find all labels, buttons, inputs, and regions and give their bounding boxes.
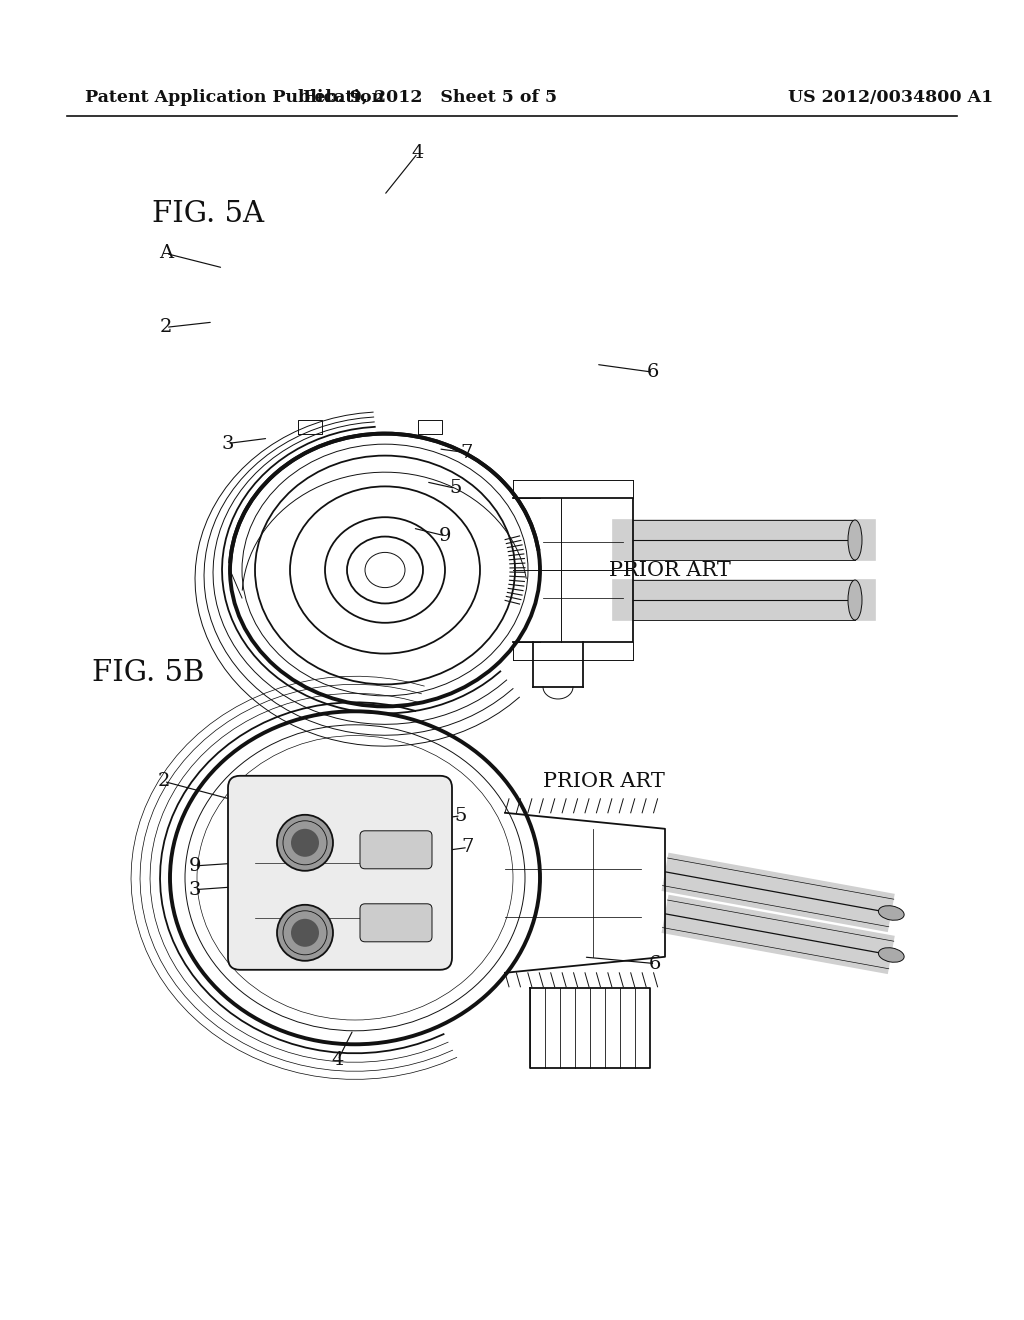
Text: 4: 4 — [412, 144, 424, 162]
FancyBboxPatch shape — [360, 830, 432, 869]
Text: 7: 7 — [462, 838, 474, 857]
Text: 4: 4 — [332, 1051, 344, 1069]
Circle shape — [278, 814, 333, 871]
Ellipse shape — [879, 906, 904, 920]
Text: A: A — [159, 244, 173, 263]
Text: PRIOR ART: PRIOR ART — [609, 561, 731, 579]
Text: Patent Application Publication: Patent Application Publication — [85, 88, 384, 106]
Text: 2: 2 — [158, 772, 170, 791]
Text: 5: 5 — [450, 479, 462, 498]
Ellipse shape — [848, 579, 862, 620]
Circle shape — [291, 919, 319, 946]
Ellipse shape — [879, 948, 904, 962]
Text: 9: 9 — [439, 527, 452, 545]
Text: 2: 2 — [160, 318, 172, 337]
Text: FIG. 5A: FIG. 5A — [152, 199, 263, 228]
Text: Feb. 9, 2012   Sheet 5 of 5: Feb. 9, 2012 Sheet 5 of 5 — [303, 88, 557, 106]
FancyBboxPatch shape — [228, 776, 452, 970]
Text: 9: 9 — [188, 857, 201, 875]
Text: 6: 6 — [649, 954, 662, 973]
Text: 6: 6 — [647, 363, 659, 381]
Text: US 2012/0034800 A1: US 2012/0034800 A1 — [788, 88, 993, 106]
Text: PRIOR ART: PRIOR ART — [543, 772, 665, 791]
Text: FIG. 5B: FIG. 5B — [92, 659, 205, 688]
Circle shape — [291, 829, 319, 857]
Text: 3: 3 — [188, 880, 201, 899]
Circle shape — [278, 904, 333, 961]
Text: 3: 3 — [221, 434, 233, 453]
Text: 5: 5 — [455, 807, 467, 825]
FancyBboxPatch shape — [360, 904, 432, 941]
Text: 7: 7 — [461, 444, 473, 462]
Ellipse shape — [848, 520, 862, 560]
